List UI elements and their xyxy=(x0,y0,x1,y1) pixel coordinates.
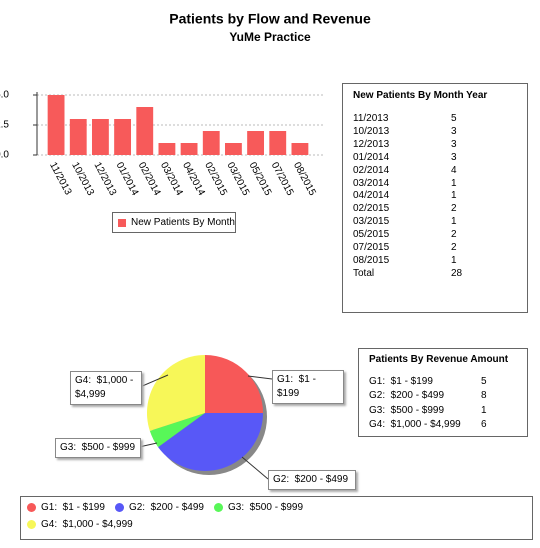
pie-slice xyxy=(158,413,263,472)
table-cell: 4 xyxy=(451,164,457,176)
bar xyxy=(247,131,265,155)
table-cell: 12/2013 xyxy=(353,138,390,150)
legend-swatch xyxy=(214,503,223,512)
leader xyxy=(247,375,273,380)
table-cell: 08/2015 xyxy=(353,254,390,266)
pie xyxy=(146,355,263,472)
table-cell: 1 xyxy=(481,404,487,416)
table-cell: 3 xyxy=(451,138,457,150)
table-cell: 6 xyxy=(481,418,487,430)
table-cell: 07/2015 xyxy=(353,242,390,253)
legend-label: G3: $500 - $999 xyxy=(228,502,304,513)
table-cell: G1: $1 - $199 xyxy=(369,376,433,387)
bar xyxy=(291,143,309,155)
leader xyxy=(139,374,169,388)
bar xyxy=(202,131,220,155)
legend-label: G2: $200 - $499 xyxy=(128,502,204,513)
table-cell: 02/2014 xyxy=(353,164,390,176)
callout: G3: $500 - $999 xyxy=(55,438,141,458)
table-cell: G4: $1,000 - $4,999 xyxy=(369,418,461,430)
legend: New Patients By Month xyxy=(112,212,236,233)
table-cell: 1 xyxy=(451,177,457,189)
bar xyxy=(180,143,198,155)
table: New Patients By Month Year 11/2013 5 10/20… xyxy=(342,83,528,313)
callout: G1: $1 - $199 xyxy=(272,370,344,404)
table-cell: 8 xyxy=(481,390,487,402)
table-title: Patients By Revenue Amount xyxy=(369,354,509,365)
table-cell: 1 xyxy=(451,190,457,202)
table-cell: 11/2013 xyxy=(353,113,389,124)
legend-item: G3: $500 - $999 xyxy=(214,502,303,513)
legend-item: G4: $1,000 - $4,999 xyxy=(27,519,133,530)
bar xyxy=(136,107,154,155)
bar xyxy=(91,119,109,155)
table-cell: 3 xyxy=(451,151,457,163)
legend-swatch xyxy=(118,218,126,227)
legend-label: G4: $1,000 - $4,999 xyxy=(41,519,133,530)
table: Patients By Revenue Amount G1: $1 - $199… xyxy=(358,348,528,437)
bar xyxy=(224,143,242,155)
legend-swatch xyxy=(27,520,36,529)
y-tick-label: 2.5 xyxy=(0,120,9,131)
table-cell: 5 xyxy=(451,113,457,124)
table-cell: 05/2015 xyxy=(353,229,390,241)
pie-slice xyxy=(146,355,205,431)
table-cell: G3: $500 - $999 xyxy=(369,404,445,416)
leader xyxy=(241,456,269,480)
pie-slice xyxy=(205,355,263,413)
table-cell: 1 xyxy=(451,254,457,266)
table-cell: 01/2014 xyxy=(353,151,390,163)
table-cell: 04/2014 xyxy=(353,190,390,202)
table-cell: 2 xyxy=(451,203,457,215)
bar xyxy=(47,95,65,155)
legend-swatch xyxy=(27,503,36,512)
table-cell: 1 xyxy=(451,216,457,228)
table-title: New Patients By Month Year xyxy=(353,90,488,101)
table-cell: 03/2015 xyxy=(353,216,390,228)
table-cell: 5 xyxy=(481,376,487,387)
legend-label: G1: $1 - $199 xyxy=(41,502,105,513)
y-tick-label: 5.0 xyxy=(0,90,9,101)
bar xyxy=(158,143,176,155)
legend-swatch xyxy=(114,503,124,512)
callout: G2: $200 - $499 xyxy=(268,470,356,490)
table-cell: 03/2014 xyxy=(353,177,390,189)
table-cell: 28 xyxy=(451,267,463,279)
legend-item: G1: $1 - $199 xyxy=(27,502,105,513)
y-tick-label: 0.0 xyxy=(0,150,9,161)
legend-label: New Patients By Month xyxy=(131,217,235,228)
legend-items: G1: $1 - $199 G2: $200 - $499 G3: $500 - $… xyxy=(21,497,327,530)
table-cell: 02/2015 xyxy=(353,203,390,215)
callout: G4: $1,000 - $4,999 xyxy=(70,371,142,405)
table-cell: 10/2013 xyxy=(353,125,390,137)
legend-item: G2: $200 - $499 xyxy=(114,502,204,513)
subtitle: YuMe Practice xyxy=(229,30,311,44)
table-cell: G2: $200 - $499 xyxy=(369,390,445,402)
table-cell: 3 xyxy=(451,125,457,137)
leader xyxy=(138,442,158,448)
table-cell: Total xyxy=(353,267,375,279)
bar xyxy=(69,119,87,155)
bar xyxy=(269,131,287,155)
bar xyxy=(114,119,132,155)
table-cell: 2 xyxy=(451,242,457,253)
title: Patients by Flow and Revenue xyxy=(169,11,371,27)
legend: G1: $1 - $199 G2: $200 - $499 G3: $500 - $… xyxy=(20,496,533,540)
pie-slice xyxy=(149,413,205,448)
table-cell: 2 xyxy=(451,229,457,241)
